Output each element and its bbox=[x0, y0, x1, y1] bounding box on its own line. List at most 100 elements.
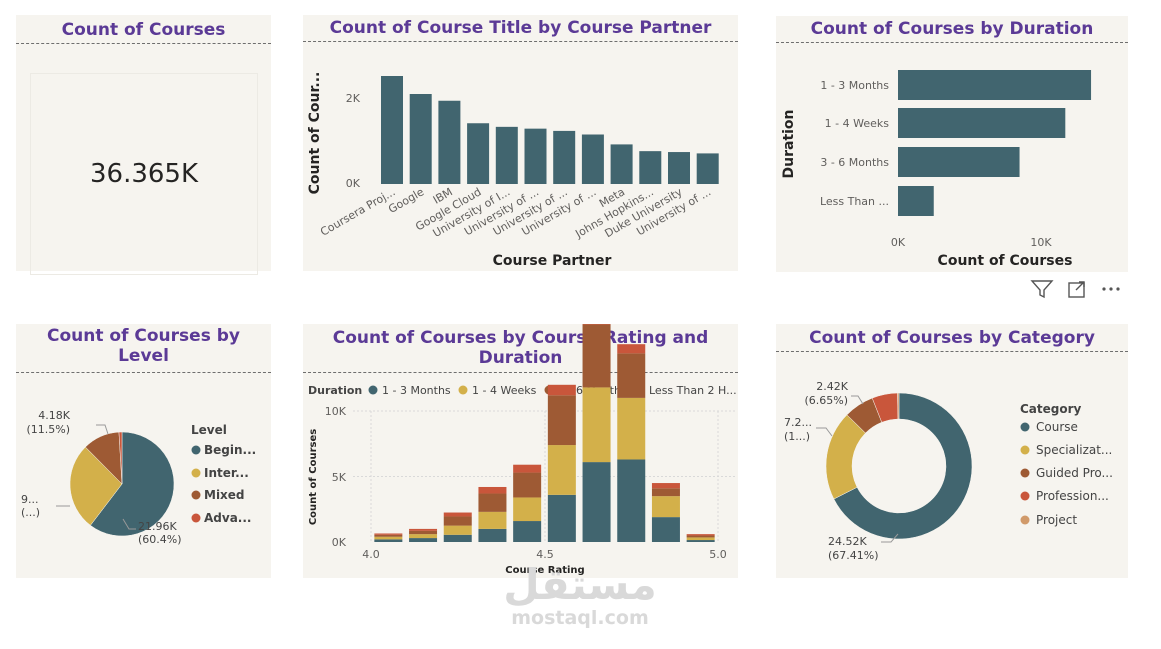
rating-bar-segment[interactable] bbox=[374, 533, 403, 535]
level-label-mixed-count: 4.18K bbox=[38, 409, 70, 422]
rating-bar-segment[interactable] bbox=[547, 445, 576, 495]
partner-bar[interactable] bbox=[467, 123, 490, 184]
rating-bar-segment[interactable] bbox=[547, 494, 576, 542]
partner-bar-chart: Count of Cour... 2K 0K Coursera Proj...G… bbox=[307, 72, 719, 269]
partner-bar[interactable] bbox=[438, 100, 461, 184]
watermark-latin: mostaql.com bbox=[511, 607, 649, 629]
rating-bar-segment[interactable] bbox=[374, 536, 403, 540]
partner-bar[interactable] bbox=[524, 128, 547, 184]
partner-bar[interactable] bbox=[495, 126, 518, 184]
level-chart-title-line2: Level bbox=[118, 346, 169, 366]
leader-line bbox=[96, 424, 109, 435]
category-chart-card[interactable]: Count of Courses by Category 2.42K (6.65… bbox=[776, 324, 1128, 578]
rating-chart-title-line2: Duration bbox=[478, 348, 563, 368]
partner-bar[interactable] bbox=[696, 153, 719, 184]
rating-bar-segment[interactable] bbox=[651, 496, 680, 518]
legend-item[interactable]: Project bbox=[1020, 513, 1078, 527]
partner-y-axis-label: Count of Cour... bbox=[307, 72, 323, 195]
rating-bar-segment[interactable] bbox=[409, 528, 438, 531]
level-pie-slice[interactable] bbox=[118, 431, 123, 485]
legend-label: Mixed bbox=[204, 488, 245, 502]
rating-bar-segment[interactable] bbox=[443, 516, 472, 526]
rating-bar-segment[interactable] bbox=[617, 397, 646, 460]
rating-bar-segment[interactable] bbox=[443, 525, 472, 535]
rating-bar-segment[interactable] bbox=[582, 462, 611, 542]
rating-bar-segment[interactable] bbox=[409, 538, 438, 542]
rating-bar-segment[interactable] bbox=[651, 517, 680, 542]
leader-line bbox=[122, 518, 136, 530]
filter-icon[interactable] bbox=[1030, 280, 1054, 299]
rating-bar-segment[interactable] bbox=[478, 493, 507, 512]
rating-bar-segment[interactable] bbox=[617, 459, 646, 542]
legend-item[interactable]: Guided Pro... bbox=[1020, 466, 1113, 480]
partner-chart-card[interactable]: Count of Course Title by Course Partner … bbox=[303, 15, 738, 271]
rating-bar-segment[interactable] bbox=[409, 530, 438, 535]
legend-item[interactable]: Course bbox=[1020, 420, 1078, 434]
rating-bar-segment[interactable] bbox=[513, 497, 542, 522]
duration-chart-card[interactable]: Count of Courses by Duration Duration 1 … bbox=[776, 16, 1128, 272]
rating-chart-card[interactable]: Count of Courses by Course Rating and Du… bbox=[303, 324, 738, 578]
level-pie-slice[interactable] bbox=[90, 431, 175, 537]
duration-bar[interactable] bbox=[898, 186, 934, 216]
rating-bar-segment[interactable] bbox=[443, 512, 472, 517]
kpi-card[interactable]: Count of Courses 36.365K bbox=[16, 15, 271, 275]
rating-bar-segment[interactable] bbox=[409, 534, 438, 539]
duration-bar[interactable] bbox=[898, 147, 1020, 177]
rating-bar-segment[interactable] bbox=[686, 534, 715, 536]
rating-bar-segment[interactable] bbox=[374, 534, 403, 537]
partner-bar[interactable] bbox=[409, 94, 432, 184]
rating-bar-segment[interactable] bbox=[686, 535, 715, 538]
partner-bar[interactable] bbox=[639, 151, 662, 184]
legend-label: 1 - 3 Months bbox=[382, 384, 451, 397]
rating-bar-segment[interactable] bbox=[651, 488, 680, 497]
legend-marker bbox=[368, 385, 378, 395]
rating-bar-segment[interactable] bbox=[478, 511, 507, 529]
rating-bar-segment[interactable] bbox=[443, 534, 472, 542]
rating-bar-segment[interactable] bbox=[617, 353, 646, 398]
rating-bar-segment[interactable] bbox=[686, 540, 715, 542]
more-options-icon[interactable] bbox=[1102, 287, 1120, 291]
rating-bar-segment[interactable] bbox=[617, 344, 646, 354]
rating-bar-segment[interactable] bbox=[513, 521, 542, 542]
focus-mode-icon[interactable] bbox=[1068, 281, 1085, 298]
rating-bar-segment[interactable] bbox=[513, 472, 542, 498]
legend-marker bbox=[191, 513, 201, 523]
rating-bar-segment[interactable] bbox=[513, 464, 542, 473]
duration-bar[interactable] bbox=[898, 70, 1092, 100]
legend-item[interactable]: Less Than 2 H... bbox=[635, 384, 737, 397]
rating-bar-segment[interactable] bbox=[582, 324, 611, 325]
level-chart-card[interactable]: Count of Courses by Level 4.18K (11.5%) … bbox=[16, 324, 271, 578]
legend-item[interactable]: Adva... bbox=[191, 511, 252, 525]
rating-bar-segment[interactable] bbox=[582, 387, 611, 463]
partner-bar[interactable] bbox=[381, 76, 403, 184]
partner-bar[interactable] bbox=[553, 130, 576, 184]
partner-bar[interactable] bbox=[581, 134, 604, 185]
legend-item[interactable]: Specializat... bbox=[1020, 443, 1113, 457]
rating-bar-segment[interactable] bbox=[374, 539, 403, 542]
category-donut-slice[interactable] bbox=[897, 392, 900, 420]
legend-item[interactable]: 1 - 3 Months bbox=[368, 384, 451, 397]
partner-bar[interactable] bbox=[668, 152, 690, 184]
level-label-inter-count: 9... bbox=[21, 493, 39, 506]
legend-item[interactable]: Inter... bbox=[191, 466, 249, 480]
partner-bar[interactable] bbox=[610, 144, 633, 184]
level-pie-slice[interactable] bbox=[69, 446, 123, 526]
level-label-inter-pct: (...) bbox=[21, 506, 40, 519]
rating-bar-segment[interactable] bbox=[478, 528, 507, 542]
legend-marker bbox=[458, 385, 468, 395]
legend-item[interactable]: Mixed bbox=[191, 488, 245, 502]
legend-item[interactable]: Profession... bbox=[1020, 489, 1109, 503]
category-donut-slice[interactable] bbox=[833, 392, 973, 540]
legend-item[interactable]: 1 - 4 Weeks bbox=[458, 384, 537, 397]
legend-item[interactable]: Begin... bbox=[191, 443, 257, 457]
rating-bar-segment[interactable] bbox=[547, 384, 576, 396]
rating-bar-segment[interactable] bbox=[547, 395, 576, 446]
rating-bar-segment[interactable] bbox=[651, 483, 680, 489]
rating-bar-segment[interactable] bbox=[686, 537, 715, 541]
rating-bar-segment[interactable] bbox=[582, 324, 611, 388]
legend-marker bbox=[191, 468, 201, 478]
duration-y-tick-label: 3 - 6 Months bbox=[820, 156, 889, 169]
rating-bar-segment[interactable] bbox=[478, 486, 507, 494]
duration-bar[interactable] bbox=[898, 108, 1066, 138]
duration-chart-title: Count of Courses by Duration bbox=[810, 19, 1094, 39]
